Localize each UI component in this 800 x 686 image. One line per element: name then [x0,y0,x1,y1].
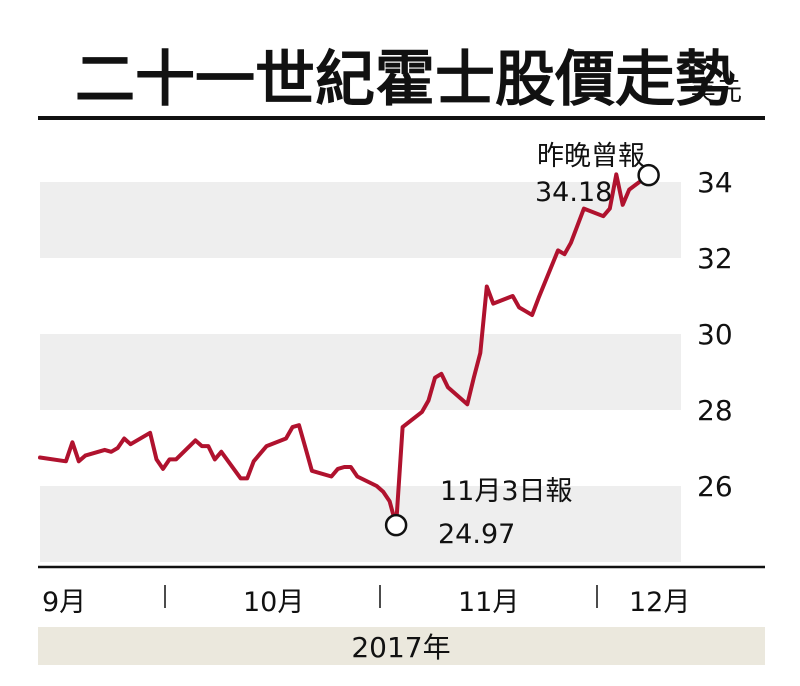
y-tick-label: 26 [697,470,733,503]
month-label-nov: 11月 [458,587,519,618]
high-annotation-label: 昨晚曾報 [537,141,645,172]
grid-band [40,486,681,562]
year-bar [38,627,765,665]
grid-band [40,334,681,410]
y-tick-label: 34 [697,166,733,199]
y-axis-ticks: 26 28 30 32 34 [697,166,733,503]
chart-title: 二十一世紀霍士股價走勢 [75,45,735,115]
month-label-oct: 10月 [243,587,304,618]
month-label-dec: 12月 [629,587,690,618]
high-annotation-value: 34.18 [535,177,612,208]
price-series-line [38,172,651,528]
grid-band [40,182,681,258]
low-point-marker [384,513,408,537]
high-point-marker [637,163,660,187]
low-annotation-value: 24.97 [438,519,515,550]
y-tick-label: 28 [697,394,733,427]
grid-bands [40,182,681,562]
low-annotation-label: 11月3日報 [440,476,573,507]
month-label-sep: 9月 [42,587,86,618]
y-tick-label: 30 [697,318,733,351]
unit-label: 美元 [690,77,742,107]
y-tick-label: 32 [697,242,733,275]
year-label: 2017年 [351,631,450,664]
